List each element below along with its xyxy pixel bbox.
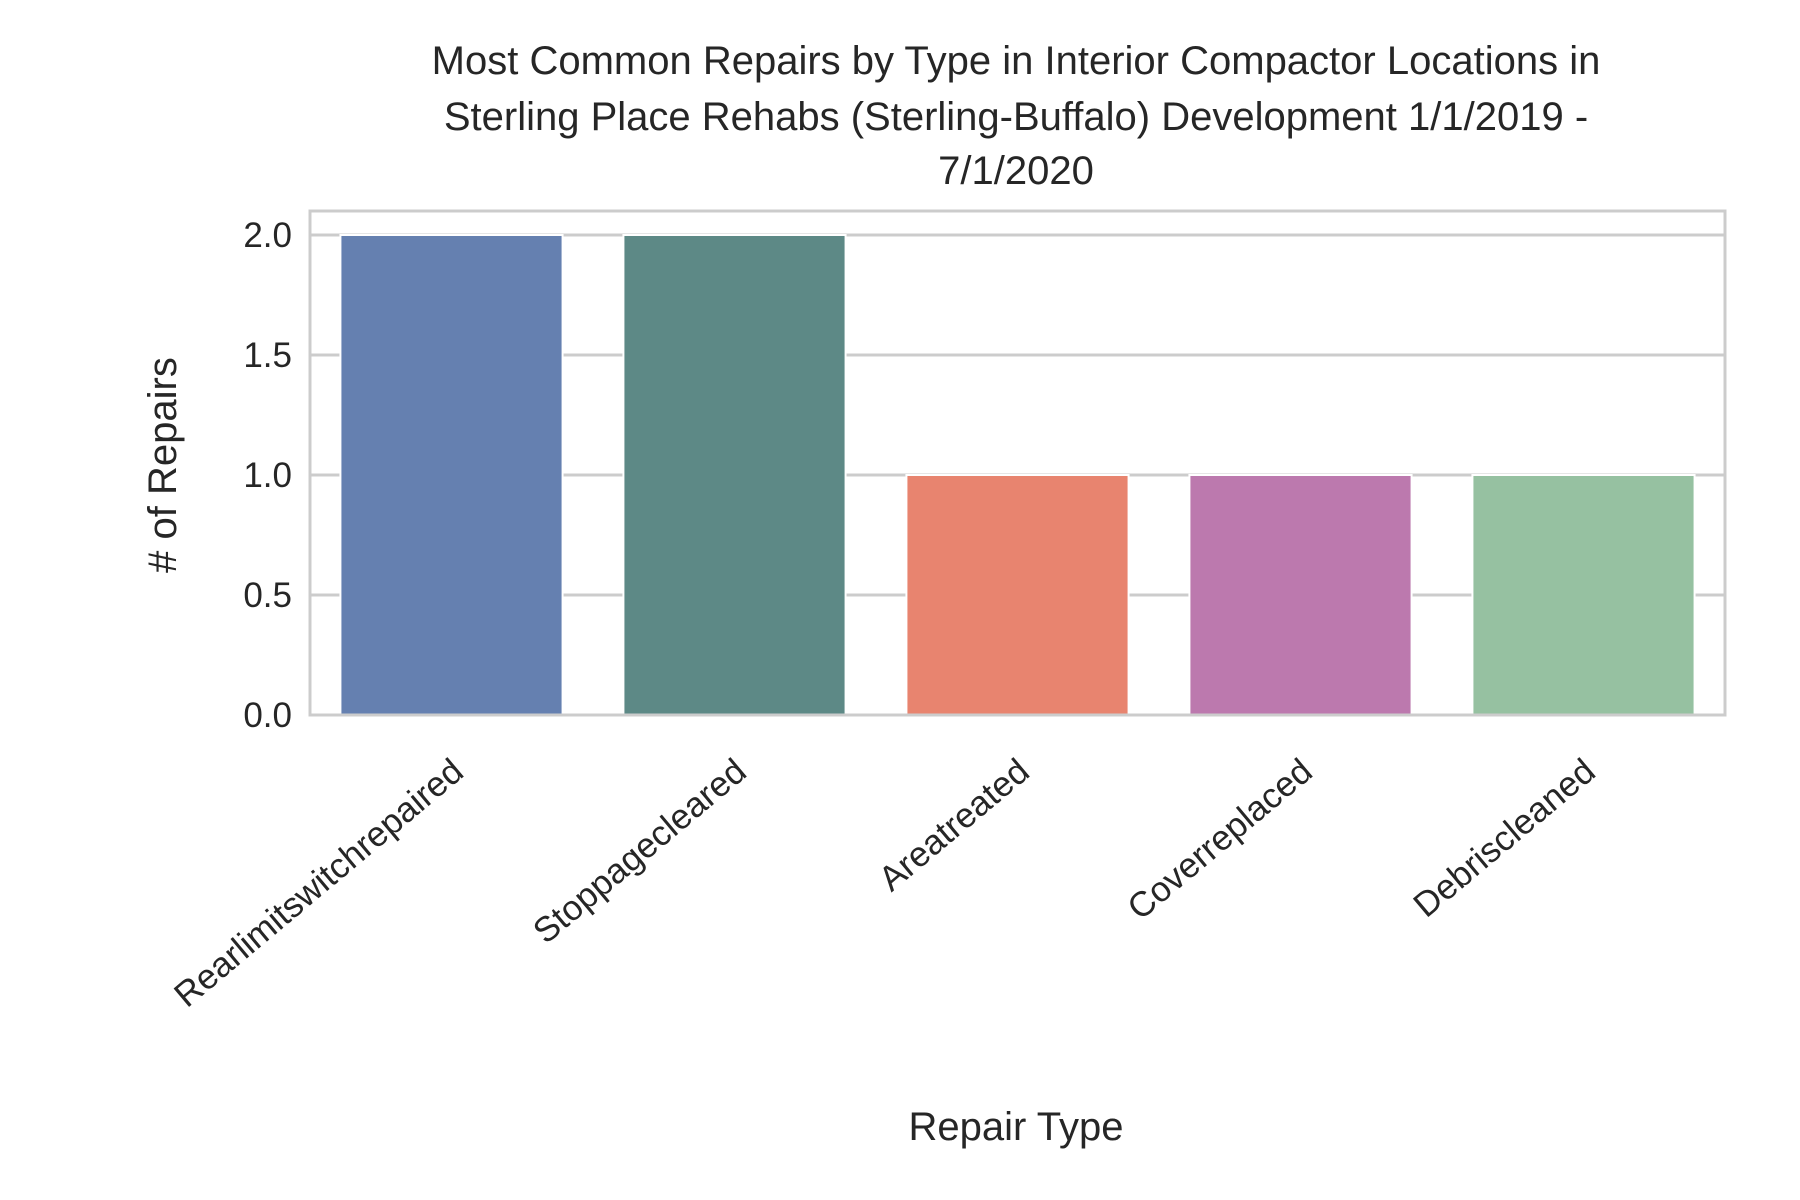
y-tick-label: 0.5	[243, 576, 292, 615]
bar	[622, 234, 847, 716]
bars	[339, 234, 1696, 716]
y-tick-label: 2.0	[243, 216, 292, 255]
bar	[1188, 474, 1413, 716]
x-axis-label: Repair Type	[909, 1105, 1124, 1149]
chart-title-line-2: Sterling Place Rehabs (Sterling-Buffalo)…	[444, 95, 1588, 139]
chart-title-line-1: Most Common Repairs by Type in Interior …	[432, 39, 1601, 83]
y-axis-label: # of Repairs	[141, 357, 185, 573]
y-tick-label: 1.5	[243, 336, 292, 375]
y-tick-label: 0.0	[243, 696, 292, 735]
y-tick-label: 1.0	[243, 456, 292, 495]
bar	[339, 234, 564, 716]
y-axis-tick-labels: 0.0 0.5 1.0 1.5 2.0	[243, 216, 292, 735]
bar	[1471, 474, 1696, 716]
chart-title: Most Common Repairs by Type in Interior …	[432, 39, 1601, 193]
chart-title-line-3: 7/1/2020	[938, 149, 1094, 193]
plot-frame	[308, 209, 1727, 717]
bar	[905, 474, 1130, 716]
